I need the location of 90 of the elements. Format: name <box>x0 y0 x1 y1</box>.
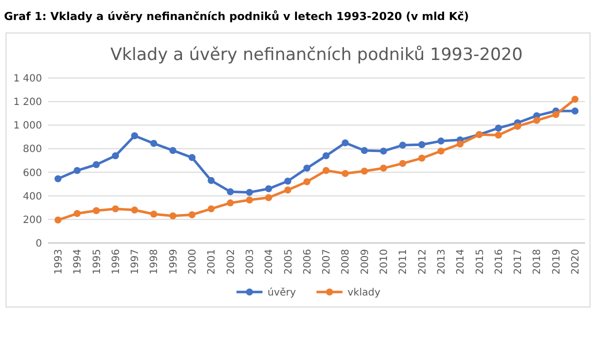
point <box>74 210 81 218</box>
x-tick-label: 2002 <box>226 249 237 274</box>
point <box>533 116 540 124</box>
y-tick-label: 1 000 <box>13 120 42 132</box>
x-tick-label: 2004 <box>264 249 276 274</box>
point <box>54 175 62 182</box>
point <box>360 168 368 175</box>
point <box>92 207 100 214</box>
point <box>494 124 502 132</box>
point <box>399 142 406 149</box>
point <box>150 140 158 147</box>
x-tick-label: 1998 <box>149 249 160 274</box>
point <box>514 122 522 130</box>
point <box>322 152 330 160</box>
x-tick-label: 1997 <box>130 249 142 274</box>
point <box>112 205 119 212</box>
point <box>342 170 349 177</box>
point <box>265 194 272 202</box>
point <box>54 216 62 224</box>
y-tick-label: 1 200 <box>13 97 42 108</box>
x-tick-label: 2016 <box>494 249 505 274</box>
point <box>208 177 215 184</box>
point <box>360 146 368 154</box>
point <box>456 140 464 148</box>
x-tick-label: 1993 <box>54 249 64 274</box>
x-tick-label: 2010 <box>379 249 390 274</box>
chart-title: Vklady a úvěry nefinančních podniků 1993-2020 <box>110 45 523 65</box>
x-tick-label: 2017 <box>513 249 524 274</box>
point <box>418 141 426 148</box>
point <box>322 167 330 174</box>
x-tick-label: 2019 <box>551 249 562 274</box>
y-tick-label: 400 <box>22 191 42 202</box>
x-tick-label: 2014 <box>456 249 467 274</box>
legend-label: vklady <box>348 288 380 298</box>
x-tick-label: 2000 <box>188 249 199 274</box>
x-tick-label: 1996 <box>110 249 122 274</box>
x-tick-label: 2005 <box>283 249 294 274</box>
y-tick-label: 0 <box>36 238 42 250</box>
y-tick-label: 600 <box>22 168 42 179</box>
y-tick-label: 200 <box>22 214 42 226</box>
point <box>437 138 444 145</box>
x-tick-label: 2015 <box>474 249 486 274</box>
point <box>399 160 406 167</box>
point <box>380 164 388 172</box>
point <box>169 146 176 154</box>
point <box>188 211 196 218</box>
chart-subtitle: Graf 1: Vklady a úvěry nefinančních podniků v letech 1993-2020 (v mld Kč) <box>4 10 469 23</box>
point <box>150 210 158 218</box>
x-tick-label: 2009 <box>360 249 371 274</box>
point <box>284 178 292 185</box>
x-tick-label: 1995 <box>92 249 103 274</box>
x-tick-label: 2006 <box>302 249 314 274</box>
point <box>226 199 234 206</box>
x-tick-label: 1999 <box>168 249 180 274</box>
x-tick-label: 2020 <box>570 249 582 274</box>
x-tick-label: 2003 <box>244 249 256 274</box>
point <box>418 154 426 162</box>
point <box>342 139 349 146</box>
x-tick-label: 2007 <box>322 249 333 274</box>
x-tick-label: 2001 <box>206 249 218 274</box>
point <box>265 185 272 192</box>
point <box>74 167 81 174</box>
point <box>572 108 578 114</box>
x-tick-label: 2011 <box>398 249 410 274</box>
point <box>226 188 234 196</box>
x-tick-label: 2013 <box>436 249 448 274</box>
x-tick-label: 1994 <box>72 249 84 274</box>
point <box>246 188 253 196</box>
x-tick-label: 2018 <box>532 249 544 274</box>
point <box>169 212 176 220</box>
point <box>131 206 138 214</box>
point <box>494 132 502 139</box>
y-tick-label: 800 <box>22 144 42 156</box>
point <box>112 152 119 160</box>
point <box>303 164 310 172</box>
point <box>380 148 388 155</box>
legend-label: úvěry <box>268 288 296 298</box>
point <box>208 205 215 212</box>
point <box>188 154 196 162</box>
x-tick-label: 2008 <box>340 249 352 274</box>
point <box>131 132 138 140</box>
point <box>284 186 292 194</box>
point <box>246 196 253 204</box>
point <box>92 161 100 168</box>
point <box>552 111 560 118</box>
y-tick-label: 1 400 <box>13 74 42 84</box>
point <box>303 178 310 186</box>
point <box>437 148 444 155</box>
point <box>572 96 578 103</box>
x-tick-label: 2012 <box>417 249 428 274</box>
